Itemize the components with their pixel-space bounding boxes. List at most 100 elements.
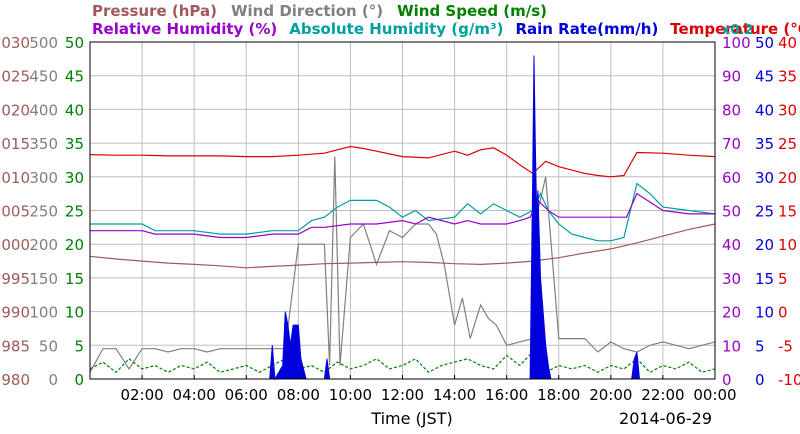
wind-direction-tick: 300 <box>29 169 58 187</box>
temperature-tick: 20 <box>778 169 797 187</box>
wind-direction-tick: 150 <box>29 270 58 288</box>
x-tick-label: 12:00 <box>381 386 424 404</box>
x-axis-label: Time (JST) <box>370 409 452 428</box>
x-tick-label: 08:00 <box>277 386 320 404</box>
rain-rate-tick: 40 <box>755 101 774 119</box>
wind-direction-tick: 500 <box>29 34 58 52</box>
legend-row-2: Relative Humidity (%) Absolute Humidity (… <box>92 20 800 38</box>
humidity-tick: 70 <box>722 135 741 153</box>
series-temperature <box>89 145 716 178</box>
rain-rate-tick: 45 <box>755 68 774 86</box>
date-label: 2014-06-29 <box>619 409 712 428</box>
series-wind-speed <box>89 351 716 374</box>
temperature-tick: 25 <box>778 135 797 153</box>
humidity-tick: 80 <box>722 101 741 119</box>
pressure-tick: 1030 <box>0 34 30 52</box>
temperature-tick: 15 <box>778 203 797 221</box>
wind-direction-tick: 350 <box>29 135 58 153</box>
legend-pressure: Pressure (hPa) <box>92 2 217 20</box>
humidity-tick: 30 <box>722 270 741 288</box>
humidity-tick: 50 <box>722 203 741 221</box>
legend-temperature: Temperature (°C) <box>670 20 800 38</box>
humidity-tick: 0 <box>722 371 732 389</box>
wind-speed-tick: 50 <box>65 34 84 52</box>
x-tick-label: 20:00 <box>589 386 632 404</box>
plot-series <box>89 55 716 381</box>
rain-rate-tick: 25 <box>755 203 774 221</box>
x-tick-label: 14:00 <box>433 386 476 404</box>
legend-absolute-humidity-scale: x0.2 <box>722 23 753 38</box>
pressure-tick: 1025 <box>0 68 30 86</box>
temperature-tick: -5 <box>778 337 793 355</box>
plot-grid <box>90 42 715 379</box>
wind-speed-tick: 10 <box>65 304 84 322</box>
wind-speed-tick: 25 <box>65 203 84 221</box>
pressure-tick: 1020 <box>0 101 30 119</box>
wind-direction-tick: 0 <box>48 371 58 389</box>
wind-direction-tick: 50 <box>39 337 58 355</box>
rain-rate-tick: 0 <box>755 371 765 389</box>
temperature-tick: 30 <box>778 101 797 119</box>
wind-direction-tick: 250 <box>29 203 58 221</box>
x-tick-label: 10:00 <box>329 386 372 404</box>
humidity-tick: 100 <box>722 34 751 52</box>
humidity-tick: 90 <box>722 68 741 86</box>
x-tick-label: 18:00 <box>537 386 580 404</box>
x-tick-label: 16:00 <box>485 386 528 404</box>
wind-direction-tick: 400 <box>29 101 58 119</box>
legend-wind-direction: Wind Direction (°) <box>231 2 383 20</box>
legend-rain-rate: Rain Rate(mm/h) <box>515 20 658 38</box>
rain-rate-tick: 35 <box>755 135 774 153</box>
humidity-tick: 40 <box>722 236 741 254</box>
humidity-tick: 20 <box>722 304 741 322</box>
x-tick-label: 04:00 <box>173 386 216 404</box>
pressure-tick: 1010 <box>0 169 30 187</box>
legend-wind-speed: Wind Speed (m/s) <box>397 2 547 20</box>
temperature-tick: 35 <box>778 68 797 86</box>
legend-row-1: Pressure (hPa) Wind Direction (°) Wind Spe… <box>92 2 547 20</box>
wind-speed-tick: 35 <box>65 135 84 153</box>
pressure-tick: 1015 <box>0 135 30 153</box>
temperature-tick: -10 <box>778 371 800 389</box>
wind-direction-tick: 450 <box>29 68 58 86</box>
wind-speed-tick: 15 <box>65 270 84 288</box>
temperature-tick: 5 <box>778 270 788 288</box>
series-abs-humidity <box>90 182 716 242</box>
x-axis: 02:00 04:00 06:00 08:00 10:00 12:00 14:00 16:00… <box>120 375 737 404</box>
humidity-tick: 10 <box>722 337 741 355</box>
x-tick-label: 06:00 <box>225 386 268 404</box>
rain-rate-tick: 15 <box>755 270 774 288</box>
legend-absolute-humidity: Absolute Humidity (g/m³) <box>289 20 503 38</box>
rain-rate-tick: 10 <box>755 304 774 322</box>
wind-direction-tick: 200 <box>29 236 58 254</box>
wind-speed-tick: 0 <box>74 371 84 389</box>
series-pressure <box>89 223 716 269</box>
pressure-tick: 990 <box>1 304 30 322</box>
pressure-tick: 985 <box>1 337 30 355</box>
rain-rate-tick: 50 <box>755 34 774 52</box>
x-tick-label: 00:00 <box>693 386 736 404</box>
x-tick-label: 02:00 <box>120 386 163 404</box>
wind-direction-tick: 100 <box>29 304 58 322</box>
temperature-tick: 10 <box>778 236 797 254</box>
wind-speed-tick: 20 <box>65 236 84 254</box>
rain-rate-tick: 5 <box>755 337 765 355</box>
rain-rate-tick: 20 <box>755 236 774 254</box>
wind-speed-tick: 5 <box>74 337 84 355</box>
temperature-tick: 40 <box>778 34 797 52</box>
wind-speed-tick: 45 <box>65 68 84 86</box>
humidity-tick: 60 <box>722 169 741 187</box>
right-axes: 1009080706050403020100504540353025201510… <box>722 34 800 389</box>
series-humidity <box>90 192 715 239</box>
pressure-tick: 995 <box>1 270 30 288</box>
rain-rate-tick: 30 <box>755 169 774 187</box>
wind-speed-tick: 30 <box>65 169 84 187</box>
pressure-tick: 980 <box>1 371 30 389</box>
wind-speed-tick: 40 <box>65 101 84 119</box>
x-tick-label: 22:00 <box>641 386 684 404</box>
left-axes: 1030102510201015101010051000995990985980… <box>0 34 84 389</box>
legend-relative-humidity: Relative Humidity (%) <box>92 20 277 38</box>
